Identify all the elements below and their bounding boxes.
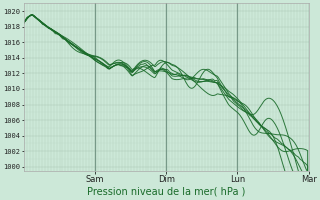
X-axis label: Pression niveau de la mer( hPa ): Pression niveau de la mer( hPa ) <box>87 187 245 197</box>
